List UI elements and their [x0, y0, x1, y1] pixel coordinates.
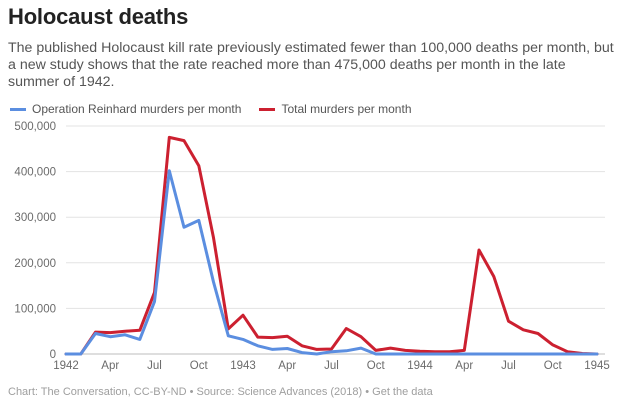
- x-tick-label: Jul: [147, 360, 162, 372]
- chart-subtitle: The published Holocaust kill rate previo…: [8, 40, 614, 90]
- legend-item-reinhard: Operation Reinhard murders per month: [10, 102, 241, 116]
- chart-footer: Chart: The Conversation, CC-BY-ND • Sour…: [8, 386, 433, 398]
- x-tick-label: Apr: [455, 360, 473, 372]
- y-tick-label: 400,000: [14, 167, 56, 179]
- x-tick-label: 1942: [53, 360, 79, 372]
- x-tick-label: Apr: [278, 360, 296, 372]
- legend-label-total: Total murders per month: [281, 102, 412, 116]
- x-tick-label: 1944: [407, 360, 433, 372]
- x-tick-label: Apr: [101, 360, 119, 372]
- legend-swatch-total: [259, 107, 276, 111]
- y-tick-label: 300,000: [14, 212, 56, 224]
- y-tick-label: 500,000: [14, 121, 56, 133]
- x-tick-label: 1945: [584, 360, 610, 372]
- x-tick-label: Jul: [501, 360, 516, 372]
- y-tick-label: 200,000: [14, 258, 56, 270]
- x-tick-label: Oct: [544, 360, 563, 372]
- x-tick-label: Oct: [367, 360, 386, 372]
- x-tick-label: Oct: [190, 360, 209, 372]
- legend: Operation Reinhard murders per month Tot…: [10, 100, 430, 118]
- x-tick-label: 1943: [230, 360, 256, 372]
- line-chart: 0 100,000 200,000 300,000 400,000 500,000 1942…: [14, 121, 610, 372]
- legend-item-total: Total murders per month: [259, 102, 412, 116]
- legend-label-reinhard: Operation Reinhard murders per month: [32, 102, 242, 116]
- y-tick-label: 0: [50, 349, 56, 361]
- series-line-reinhard: [64, 169, 599, 356]
- legend-swatch-reinhard: [10, 107, 26, 111]
- chart-title: Holocaust deaths: [8, 4, 189, 29]
- y-tick-label: 100,000: [14, 303, 56, 315]
- x-tick-label: Jul: [324, 360, 339, 372]
